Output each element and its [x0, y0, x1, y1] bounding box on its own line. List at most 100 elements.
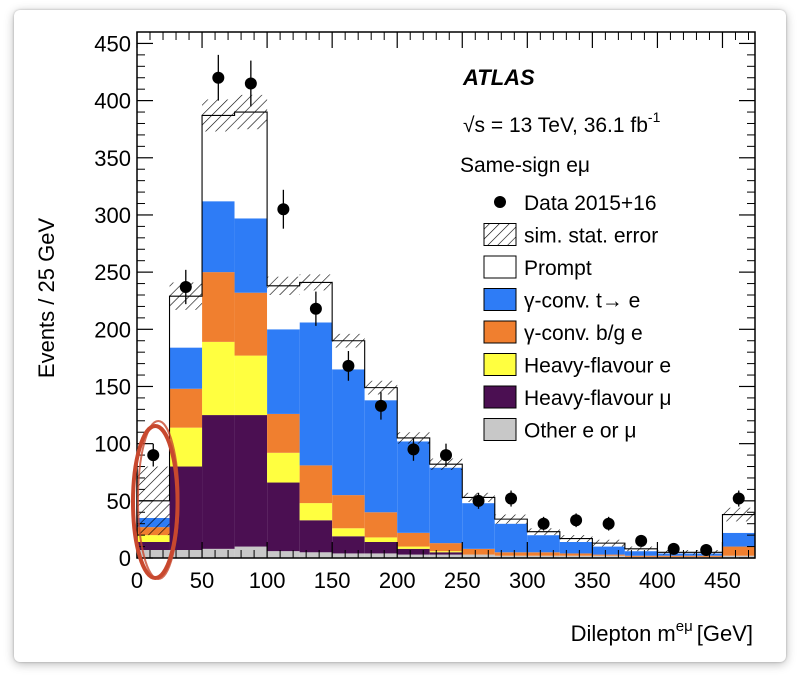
- data-point: [505, 492, 518, 505]
- data-point: [212, 71, 225, 84]
- sim-stat-error-band: [722, 507, 755, 522]
- legend-swatch: [483, 418, 517, 441]
- bar-other-e-or: [722, 555, 755, 558]
- data-point: [667, 542, 680, 555]
- bar-other-e-or: [202, 548, 235, 558]
- bar-heavy-flavour: [137, 541, 170, 550]
- bar-heavy-flavour-e: [267, 452, 300, 483]
- x-tick-label: 0: [131, 568, 143, 593]
- y-tick-label: 400: [94, 89, 131, 114]
- bar-heavy-flavour-e: [234, 355, 268, 416]
- bar-conv-b-g-e: [202, 272, 235, 342]
- x-tick-label: 200: [379, 568, 416, 593]
- data-point: [309, 302, 322, 315]
- data-point: [179, 280, 192, 293]
- bar-other-e-or: [364, 553, 398, 558]
- bar-prompt: [234, 112, 268, 219]
- data-point: [407, 443, 420, 456]
- x-tick-label: 300: [509, 568, 546, 593]
- bar-heavy-flavour-e: [332, 528, 365, 537]
- bar-conv-b-g-e: [494, 552, 528, 556]
- bar-other-e-or: [267, 551, 300, 558]
- bar-conv-b-g-e: [689, 555, 723, 557]
- bar-conv-b-g-e: [429, 543, 463, 552]
- bar-conv-b-g-e: [527, 552, 560, 556]
- annotations: ATLAS √s = 13 TeV, 36.1 fb-1 Same-sign e…: [460, 65, 661, 177]
- bar-other-e-or: [462, 554, 495, 558]
- sim-stat-error-band: [332, 333, 365, 348]
- x-tick-label: 50: [190, 568, 214, 593]
- y-tick-label: 250: [94, 260, 131, 285]
- bar-other-e-or: [332, 553, 365, 558]
- axis-titles: Events / 25 GeV Dilepton meμ [GeV]: [34, 218, 753, 646]
- legend: Data 2015+16 sim. stat. error Prompt γ-conv…: [483, 192, 671, 443]
- legend-label: γ-conv. t→ e: [524, 290, 640, 313]
- bar-conv-b-g-e: [559, 553, 593, 556]
- y-tick-label: 100: [94, 432, 131, 457]
- data-point: [537, 517, 550, 530]
- bar-conv-t-e: [592, 546, 625, 555]
- y-tick-label: 50: [107, 489, 131, 514]
- bar-conv-t-e: [462, 503, 495, 549]
- legend-swatch: [483, 320, 517, 344]
- bar-heavy-flavour-e: [137, 535, 170, 542]
- bar-conv-t-e: [299, 322, 333, 466]
- bar-heavy-flavour-e: [202, 341, 235, 416]
- y-tick-label: 300: [94, 203, 131, 228]
- sim-stat-error-band: [559, 535, 593, 542]
- bar-conv-t-e: [559, 541, 593, 554]
- bar-other-e-or: [299, 552, 333, 558]
- legend-marker-data: [494, 196, 506, 208]
- sim-stat-error-band: [592, 539, 625, 547]
- bar-heavy-flavour: [234, 415, 268, 547]
- x-axis-title: Dilepton meμ [GeV]: [571, 618, 753, 646]
- bar-conv-t-e: [267, 329, 300, 414]
- bar-conv-b-g-e: [722, 546, 755, 556]
- axes: 0 50 100 150 200 250 300 350 400 450 0 50 100 150 200 2…: [94, 31, 756, 593]
- bar-conv-b-g-e: [299, 465, 333, 504]
- bar-conv-t-e: [527, 535, 560, 553]
- y-tick-label: 350: [94, 146, 131, 171]
- bar-conv-b-g-e: [234, 292, 268, 356]
- y-tick-label: 150: [94, 374, 131, 399]
- y-axis-title: Events / 25 GeV: [34, 218, 59, 379]
- data-point: [374, 399, 387, 412]
- y-tick-label: 450: [94, 31, 131, 56]
- bar-conv-t-e: [722, 532, 755, 547]
- bar-conv-b-g-e: [592, 554, 625, 556]
- bar-heavy-flavour-e: [429, 551, 463, 553]
- bar-other-e-or: [592, 555, 625, 558]
- legend-label: Data 2015+16: [524, 192, 657, 215]
- sim-stat-error-band: [364, 380, 398, 395]
- bar-conv-b-g-e: [624, 555, 658, 557]
- data-point: [472, 494, 485, 507]
- legend-swatch: [483, 255, 517, 279]
- y-tick-label: 0: [119, 546, 131, 571]
- data-point: [732, 492, 745, 505]
- bar-conv-b-g-e: [657, 555, 690, 557]
- energy-label: √s = 13 TeV, 36.1 fb-1: [463, 109, 661, 137]
- bar-conv-t-e: [429, 467, 463, 544]
- data-point: [277, 203, 290, 216]
- x-tick-label: 350: [574, 568, 611, 593]
- bar-other-e-or: [397, 554, 430, 558]
- legend-label: γ-conv. b/g e: [524, 322, 643, 345]
- region-label: Same-sign eμ: [460, 154, 590, 177]
- legend-label: Prompt: [524, 257, 592, 280]
- bar-other-e-or: [429, 554, 463, 558]
- bar-heavy-flavour-e: [364, 537, 398, 542]
- bar-heavy-flavour: [429, 552, 463, 555]
- legend-swatch: [483, 353, 517, 376]
- bar-heavy-flavour: [202, 415, 235, 549]
- sim-stat-error-band: [299, 274, 333, 291]
- data-point: [342, 359, 355, 372]
- plot-area: [137, 54, 755, 558]
- bar-conv-t-e: [234, 218, 268, 293]
- bar-other-e-or: [137, 549, 170, 558]
- bar-other-e-or: [494, 555, 528, 558]
- bar-conv-t-e: [494, 523, 528, 553]
- data-point: [570, 514, 583, 527]
- legend-label: Other e or μ: [524, 420, 636, 443]
- sim-stat-error-band: [527, 528, 560, 536]
